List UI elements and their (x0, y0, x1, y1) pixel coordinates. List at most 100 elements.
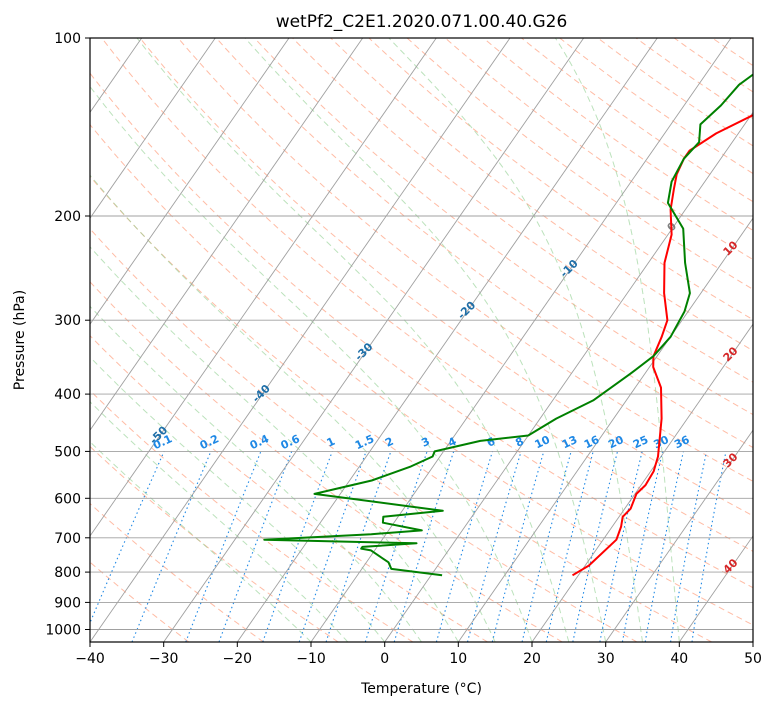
isotherm-line (0, 38, 68, 642)
x-tick-label: 30 (597, 651, 615, 667)
moist-adiabat (388, 38, 643, 642)
mixing-ratio-line (521, 451, 572, 642)
y-tick-label: 800 (54, 565, 81, 581)
mixing-ratio-line (364, 451, 428, 642)
y-tick-label: 500 (54, 444, 81, 460)
mixing-ratio-line (491, 451, 545, 642)
mixing-ratio-label: 25 (631, 433, 650, 451)
mixing-ratio-line (466, 451, 522, 642)
mixing-ratio-line (644, 451, 684, 642)
y-axis-ticks: 100 200 300 400 500 600 700 800 900 1000 (45, 31, 90, 639)
plot-area: -100-90-80-70-60-50-40-30-20-10010203040… (0, 38, 753, 642)
x-tick-label: −10 (296, 651, 326, 667)
isotherm-line (90, 38, 290, 325)
mixing-ratio-label: 6 (485, 435, 498, 450)
mixing-ratio-line (545, 451, 594, 642)
isotherm-label: 30 (721, 450, 741, 470)
mixing-ratio-label: 30 (652, 433, 672, 451)
y-tick-label: 1000 (45, 623, 81, 639)
mixing-ratio-label: 36 (672, 433, 692, 451)
plot-frame (89, 37, 754, 643)
dry-adiabat (90, 561, 190, 642)
y-tick-label: 300 (54, 313, 81, 329)
dry-adiabat (90, 281, 563, 642)
moist-adiabat (90, 441, 312, 642)
mixing-ratio-line (131, 451, 212, 642)
dry-adiabat (368, 38, 753, 321)
y-tick-label: 700 (54, 531, 81, 547)
mixing-ratio-line (435, 451, 494, 642)
dry-adiabat (177, 38, 753, 482)
isotherm-label: -30 (352, 340, 375, 363)
x-tick-label: −40 (75, 651, 105, 667)
mixing-ratio-line (393, 451, 455, 642)
mixing-ratio-label: 2 (383, 435, 395, 450)
dry-adiabat (483, 38, 753, 231)
moist-adiabat (90, 85, 533, 642)
isotherm-label: 40 (721, 556, 741, 576)
isotherm-line (90, 38, 364, 431)
x-tick-label: 50 (744, 651, 762, 667)
isotherm-label: 20 (721, 344, 741, 364)
x-tick-label: −30 (149, 651, 179, 667)
x-tick-label: 40 (670, 651, 688, 667)
isotherm-label: -10 (558, 257, 581, 280)
dry-adiabat (139, 38, 753, 517)
moist-adiabat (136, 38, 570, 642)
mixing-ratio-label: 10 (533, 433, 553, 451)
skewed-isotherms (0, 38, 753, 642)
dry-adiabat (90, 175, 712, 642)
x-axis-ticks: −40 −30 −20 −10 0 10 20 30 40 50 (75, 642, 762, 667)
y-tick-label: 200 (54, 209, 81, 225)
dry-adiabat (90, 72, 753, 589)
dry-adiabat (597, 38, 753, 147)
dry-adiabats (90, 38, 753, 642)
isotherm-label: -60 (44, 465, 67, 488)
mixing-ratio-line (325, 451, 392, 642)
moist-adiabat (244, 38, 607, 642)
isotherm-line (678, 535, 753, 642)
mixing-ratio-line (621, 451, 664, 642)
isotherm-line (310, 38, 732, 642)
mixing-ratio-label: 0.2 (198, 432, 221, 452)
moist-adiabat (90, 174, 496, 642)
dry-adiabat (750, 38, 753, 41)
y-tick-label: 900 (54, 595, 81, 611)
dewpoint-line (263, 73, 753, 577)
mixing-ratio-labels: 0.1 0.2 0.4 0.6 1 1.5 2 3 4 6 8 10 13 16 20 25 30 36 (151, 432, 692, 452)
mixing-ratio-line (90, 451, 165, 625)
y-axis-label: Pressure (hPa) (12, 290, 28, 390)
dry-adiabat (292, 38, 753, 383)
isotherm-line (605, 429, 753, 642)
dry-adiabat (101, 38, 753, 552)
isotherm-line (384, 111, 753, 642)
mixing-ratio-label: 20 (606, 433, 626, 451)
moist-adiabat (90, 401, 349, 642)
isobar-gridlines (90, 38, 753, 630)
mixing-ratio-label: 13 (560, 433, 579, 451)
y-tick-label: 600 (54, 491, 81, 507)
isotherm-line (163, 38, 585, 642)
moist-adiabat (90, 305, 422, 642)
dry-adiabat (635, 38, 753, 120)
isotherm-line (752, 641, 753, 642)
mixing-ratio-line (691, 451, 727, 642)
temperature-line (571, 113, 753, 577)
dry-adiabat (90, 389, 414, 642)
isotherm-line (90, 38, 511, 642)
dry-adiabat (90, 228, 638, 642)
mixing-ratio-label: 16 (582, 433, 602, 451)
mixing-ratio-label: 1 (325, 435, 337, 450)
dry-adiabat (330, 38, 753, 352)
isotherm-line (90, 38, 437, 537)
x-axis-label: Temperature (°C) (360, 681, 482, 697)
dry-adiabat (90, 123, 753, 626)
dry-adiabat (406, 38, 753, 290)
x-tick-label: 10 (449, 651, 467, 667)
mixing-ratio-line (185, 451, 262, 642)
y-tick-label: 100 (54, 31, 81, 47)
dry-adiabat (90, 445, 339, 642)
moist-adiabat (90, 246, 459, 642)
x-tick-label: −20 (223, 651, 253, 667)
